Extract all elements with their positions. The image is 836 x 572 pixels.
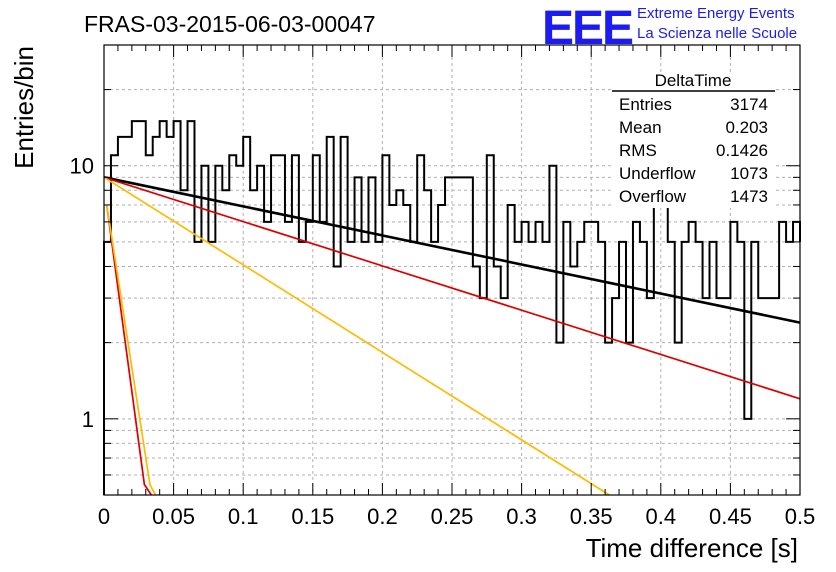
axis-ticks [103, 45, 801, 495]
stats-value: 0.1426 [716, 141, 768, 160]
stats-label: Entries [619, 95, 672, 114]
stats-label: RMS [619, 141, 657, 160]
stats-box-background [612, 73, 775, 208]
stats-label: Overflow [619, 187, 687, 206]
stats-title: DeltaTime [655, 71, 732, 90]
x-tick-label: 0.4 [646, 504, 677, 529]
fit-curve [105, 204, 153, 496]
eee-logo-line2: La Scienza nelle Scuole [637, 25, 797, 42]
x-tick-label: 0.25 [431, 504, 474, 529]
histogram-line [103, 120, 801, 495]
y-tick-label: 1 [82, 407, 94, 432]
plot-area [103, 120, 801, 496]
x-axis-title: Time difference [s] [586, 533, 798, 563]
stats-value: 0.203 [725, 118, 768, 137]
x-tick-label: 0.3 [506, 504, 537, 529]
x-tick-label: 0.1 [228, 504, 259, 529]
fit-curve [103, 176, 801, 400]
y-tick-label: 10 [70, 154, 94, 179]
eee-logo-line1: Extreme Energy Events [637, 5, 795, 22]
stats-value: 1473 [730, 187, 768, 206]
fit-curve [105, 204, 157, 496]
x-tick-label: 0.5 [785, 504, 816, 529]
y-axis-title: Entries/bin [9, 46, 39, 169]
x-tick-label: 0.15 [291, 504, 334, 529]
x-tick-label: 0.35 [570, 504, 613, 529]
stats-label: Mean [619, 118, 662, 137]
x-tick-label: 0.45 [709, 504, 752, 529]
x-tick-label: 0.2 [367, 504, 398, 529]
tick-labels: 0 0.05 0.1 0.15 0.2 0.25 0.3 0.35 0.4 0.45 0.5 1 10 [70, 154, 816, 529]
chart-title: FRAS-03-2015-06-03-00047 [84, 11, 376, 37]
stats-box: DeltaTime Entries 3174 Mean 0.203 RMS 0.… [612, 71, 775, 208]
x-tick-label: 0.05 [152, 504, 195, 529]
stats-label: Underflow [619, 164, 696, 183]
stats-value: 1073 [730, 164, 768, 183]
fit-curve [103, 176, 801, 324]
x-tick-label: 0 [98, 504, 110, 529]
fit-curve [103, 176, 610, 496]
stats-value: 3174 [730, 95, 768, 114]
